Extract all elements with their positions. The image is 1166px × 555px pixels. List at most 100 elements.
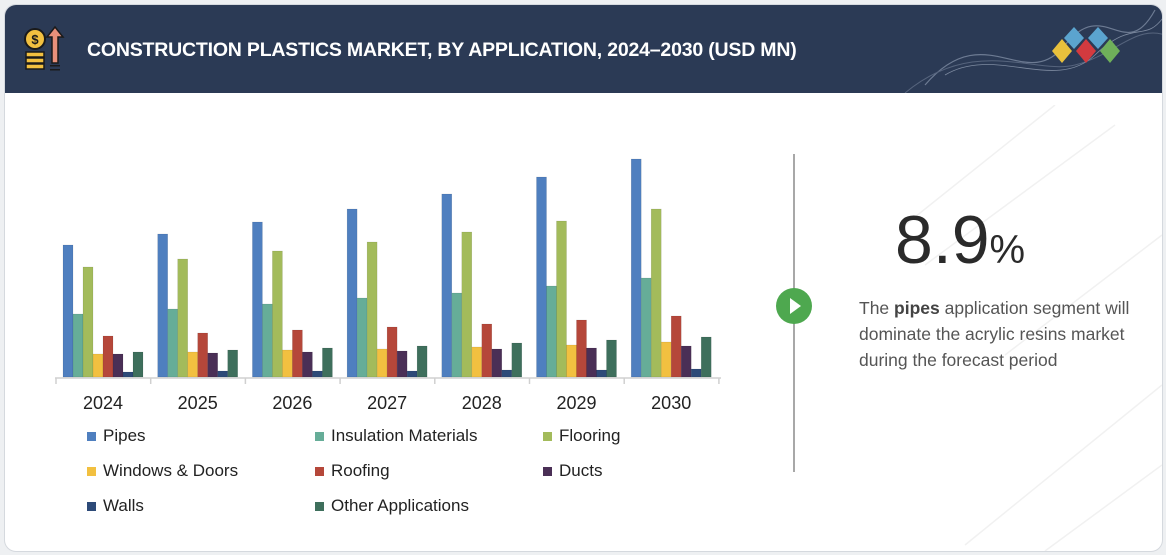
legend-item: Pipes <box>87 426 146 446</box>
legend-item: Insulation Materials <box>315 426 477 446</box>
bar-flooring-2027 <box>366 241 378 378</box>
bar-roofing-2030 <box>670 315 682 378</box>
bar-insulation-materials-2025 <box>167 308 178 378</box>
legend-label: Insulation Materials <box>331 426 478 445</box>
legend-item: Other Applications <box>315 496 469 516</box>
legend-swatch <box>543 431 552 441</box>
legend-swatch <box>315 501 324 511</box>
bar-pipes-2025 <box>157 233 168 378</box>
legend-item: Windows & Doors <box>87 461 238 481</box>
legend-item: Flooring <box>543 426 620 446</box>
bar-roofing-2024 <box>102 335 114 378</box>
bar-windows-doors-2024 <box>92 353 104 378</box>
bar-flooring-2029 <box>556 220 567 378</box>
bar-other-applications-2029 <box>606 339 617 378</box>
bar-other-applications-2028 <box>511 342 523 378</box>
x-tick-label: 2024 <box>83 393 123 413</box>
decorative-lines <box>905 105 1162 551</box>
legend-label: Windows & Doors <box>103 461 239 480</box>
bar-ducts-2029 <box>586 347 597 378</box>
cagr-number: 8.9 <box>895 202 990 278</box>
bar-pipes-2027 <box>346 208 358 378</box>
legend-label: Other Applications <box>331 496 469 515</box>
desc-bold: pipes <box>894 298 940 318</box>
bar-other-applications-2030 <box>700 336 712 378</box>
bar-pipes-2026 <box>252 221 263 378</box>
header-bar: $ CONSTRUCTION PLASTICS MARKET, BY APPLI… <box>5 5 1162 93</box>
bar-roofing-2027 <box>386 326 398 378</box>
bar-insulation-materials-2026 <box>262 303 273 378</box>
bar-walls-2027 <box>406 370 418 378</box>
x-tick-label: 2029 <box>556 393 596 413</box>
bar-roofing-2029 <box>576 319 587 378</box>
bar-insulation-materials-2027 <box>356 297 368 378</box>
legend-swatch <box>87 431 96 441</box>
bar-insulation-materials-2029 <box>546 285 557 378</box>
infographic-card: $ CONSTRUCTION PLASTICS MARKET, BY APPLI… <box>4 4 1163 552</box>
bar-flooring-2030 <box>650 208 662 378</box>
bar-pipes-2030 <box>630 158 642 378</box>
bar-walls-2030 <box>690 368 702 378</box>
bar-walls-2026 <box>312 370 323 378</box>
bar-windows-doors-2025 <box>187 351 198 378</box>
x-tick-label: 2028 <box>462 393 502 413</box>
legend-swatch <box>543 466 552 476</box>
svg-text:$: $ <box>31 32 39 47</box>
bar-insulation-materials-2024 <box>72 313 84 378</box>
bar-ducts-2025 <box>207 352 218 378</box>
bar-walls-2025 <box>217 370 228 378</box>
bar-ducts-2028 <box>491 348 503 378</box>
bar-flooring-2025 <box>177 258 188 378</box>
bar-windows-doors-2030 <box>660 341 672 378</box>
bar-roofing-2025 <box>197 332 208 378</box>
bar-walls-2024 <box>122 371 134 378</box>
bar-insulation-materials-2028 <box>451 292 463 378</box>
desc-text: The <box>859 298 895 318</box>
bar-windows-doors-2027 <box>376 348 388 378</box>
bar-pipes-2024 <box>62 244 74 378</box>
bar-windows-doors-2029 <box>566 344 577 378</box>
chart-title: CONSTRUCTION PLASTICS MARKET, BY APPLICA… <box>87 39 797 61</box>
legend-label: Ducts <box>559 461 603 480</box>
bar-walls-2028 <box>501 369 513 378</box>
bar-other-applications-2025 <box>227 349 238 378</box>
bar-insulation-materials-2030 <box>640 277 652 378</box>
legend-swatch <box>315 466 324 476</box>
bar-ducts-2030 <box>680 345 692 378</box>
bar-roofing-2026 <box>292 329 303 378</box>
bar-roofing-2028 <box>481 323 493 378</box>
desc-text: application segment will dominate the ac… <box>859 298 1130 370</box>
legend-item: Roofing <box>315 461 390 481</box>
x-tick-label: 2026 <box>272 393 312 413</box>
cagr-value: 8.9% <box>895 201 1025 279</box>
bar-flooring-2024 <box>82 266 94 378</box>
cagr-unit: % <box>989 228 1026 272</box>
bar-windows-doors-2028 <box>471 346 483 378</box>
x-tick-label: 2027 <box>367 393 407 413</box>
play-circle-icon <box>776 288 812 324</box>
bar-windows-doors-2026 <box>282 349 293 378</box>
bar-ducts-2024 <box>112 353 124 378</box>
legend-item: Ducts <box>543 461 602 481</box>
legend-label: Walls <box>103 496 144 515</box>
bar-ducts-2026 <box>302 351 313 378</box>
dollar-coins-up-arrow-icon: $ <box>24 25 65 71</box>
brand-logo <box>1052 27 1120 63</box>
legend-swatch <box>315 431 324 441</box>
bar-pipes-2028 <box>441 193 453 378</box>
bar-ducts-2027 <box>396 350 408 378</box>
legend-swatch <box>87 501 96 511</box>
bar-pipes-2029 <box>536 176 547 378</box>
bar-other-applications-2026 <box>322 347 333 378</box>
legend-label: Roofing <box>331 461 390 480</box>
bar-other-applications-2024 <box>132 351 144 378</box>
legend-swatch <box>87 466 96 476</box>
x-tick-label: 2030 <box>651 393 691 413</box>
bar-chart: 2024 2025 2026 2027 2028 2029 2030 <box>55 158 721 413</box>
legend-label: Flooring <box>559 426 621 445</box>
x-tick-label: 2025 <box>178 393 218 413</box>
bar-other-applications-2027 <box>416 345 428 378</box>
bar-flooring-2028 <box>461 231 473 378</box>
legend-label: Pipes <box>103 426 146 445</box>
bar-flooring-2026 <box>272 250 283 378</box>
